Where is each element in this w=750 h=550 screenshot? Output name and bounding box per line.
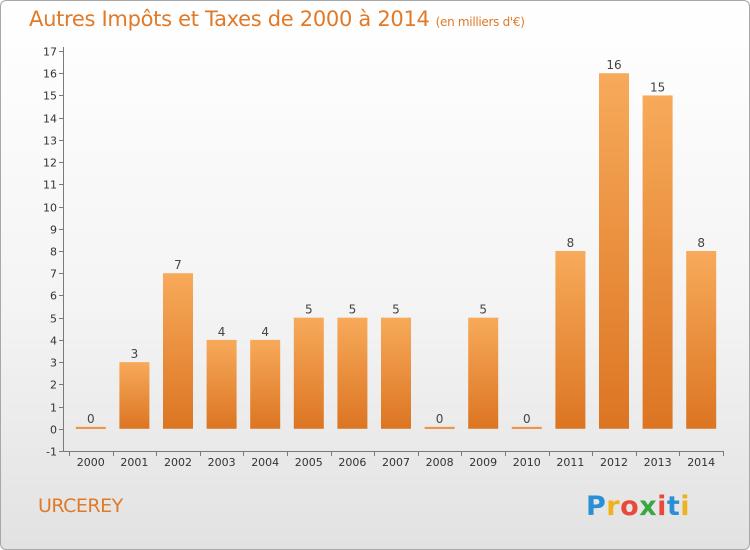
y-tick-label: 12 [43, 157, 57, 170]
bar [599, 73, 629, 429]
bar [468, 317, 499, 429]
y-tick-label: 13 [43, 135, 57, 148]
x-tick-label: 2003 [208, 456, 236, 469]
data-label: 5 [305, 303, 313, 317]
logo-letter: i [657, 491, 667, 522]
y-tick-label: -1 [46, 446, 57, 459]
y-tick-label: 4 [50, 335, 57, 348]
data-label: 4 [218, 325, 226, 339]
y-tick-label: 14 [43, 113, 57, 126]
bars [75, 73, 717, 429]
bar [293, 317, 324, 429]
bar [424, 426, 455, 429]
chart-title: Autres Impôts et Taxes de 2000 à 2014 (en… [29, 7, 525, 31]
bar [250, 339, 281, 429]
y-tick-label: 9 [50, 224, 57, 237]
data-label: 15 [650, 80, 665, 94]
y-tick-label: 8 [50, 246, 57, 259]
y-tick-label: 1 [50, 402, 57, 415]
x-tick-label: 2004 [251, 456, 279, 469]
logo-letter: t [666, 491, 681, 522]
y-tick-label: 6 [50, 290, 57, 303]
bar [75, 426, 106, 429]
x-tick-label: 2006 [338, 456, 366, 469]
data-label: 5 [479, 303, 487, 317]
x-tick-label: 2008 [426, 456, 454, 469]
data-label: 8 [697, 236, 705, 250]
logo-letter: r [606, 491, 621, 522]
logo-letter: x [639, 491, 658, 522]
y-tick-label: 5 [50, 313, 57, 326]
x-tick-label: 2011 [556, 456, 584, 469]
data-label: 5 [392, 303, 400, 317]
chart-title-text: Autres Impôts et Taxes de 2000 à 2014 [29, 7, 430, 31]
x-tick-label: 2014 [687, 456, 715, 469]
y-tick-label: 0 [50, 424, 57, 437]
y-tick-label: 10 [43, 202, 57, 215]
bar [686, 251, 717, 429]
bar [163, 273, 193, 429]
x-tick-label: 2002 [164, 456, 192, 469]
data-label: 3 [131, 347, 139, 361]
logo-letter: P [586, 491, 607, 522]
bar [206, 339, 237, 429]
bar [337, 317, 368, 429]
x-tick-label: 2009 [469, 456, 497, 469]
y-tick-label: 7 [50, 268, 57, 281]
data-labels: 0 3 7 4 4 5 5 5 0 5 0 8 16 15 8 [87, 58, 705, 426]
logo-letter: o [620, 491, 640, 522]
data-label: 8 [567, 236, 575, 250]
y-tick-label: 11 [43, 179, 57, 192]
bar [511, 426, 542, 429]
x-tick-label: 2010 [513, 456, 541, 469]
y-tick-label: 2 [50, 379, 57, 392]
y-tick-label: 3 [50, 357, 57, 370]
y-tick-label: 15 [43, 90, 57, 103]
proxiti-logo: Proxiti [586, 491, 690, 522]
bar [555, 251, 586, 429]
data-label: 0 [436, 412, 444, 426]
data-label: 0 [523, 412, 531, 426]
data-label: 16 [606, 58, 621, 72]
y-tick-label: 17 [43, 46, 57, 59]
y-tick-label: 16 [43, 68, 57, 81]
data-label: 0 [87, 412, 95, 426]
x-tick-label: 2005 [295, 456, 323, 469]
x-tick-label: 2001 [120, 456, 148, 469]
x-tick-label: 2012 [600, 456, 628, 469]
logo-letter: i [680, 491, 691, 522]
bar [642, 95, 673, 429]
data-label: 5 [349, 303, 357, 317]
data-label: 7 [174, 258, 182, 272]
x-tick-label: 2013 [644, 456, 672, 469]
bar [381, 317, 411, 429]
chart-unit: (en milliers d'€) [435, 15, 525, 29]
data-label: 4 [261, 325, 269, 339]
bar [119, 362, 150, 429]
commune-name: URCEREY [38, 495, 123, 517]
x-tick-label: 2007 [382, 456, 410, 469]
x-tick-label: 2000 [77, 456, 105, 469]
